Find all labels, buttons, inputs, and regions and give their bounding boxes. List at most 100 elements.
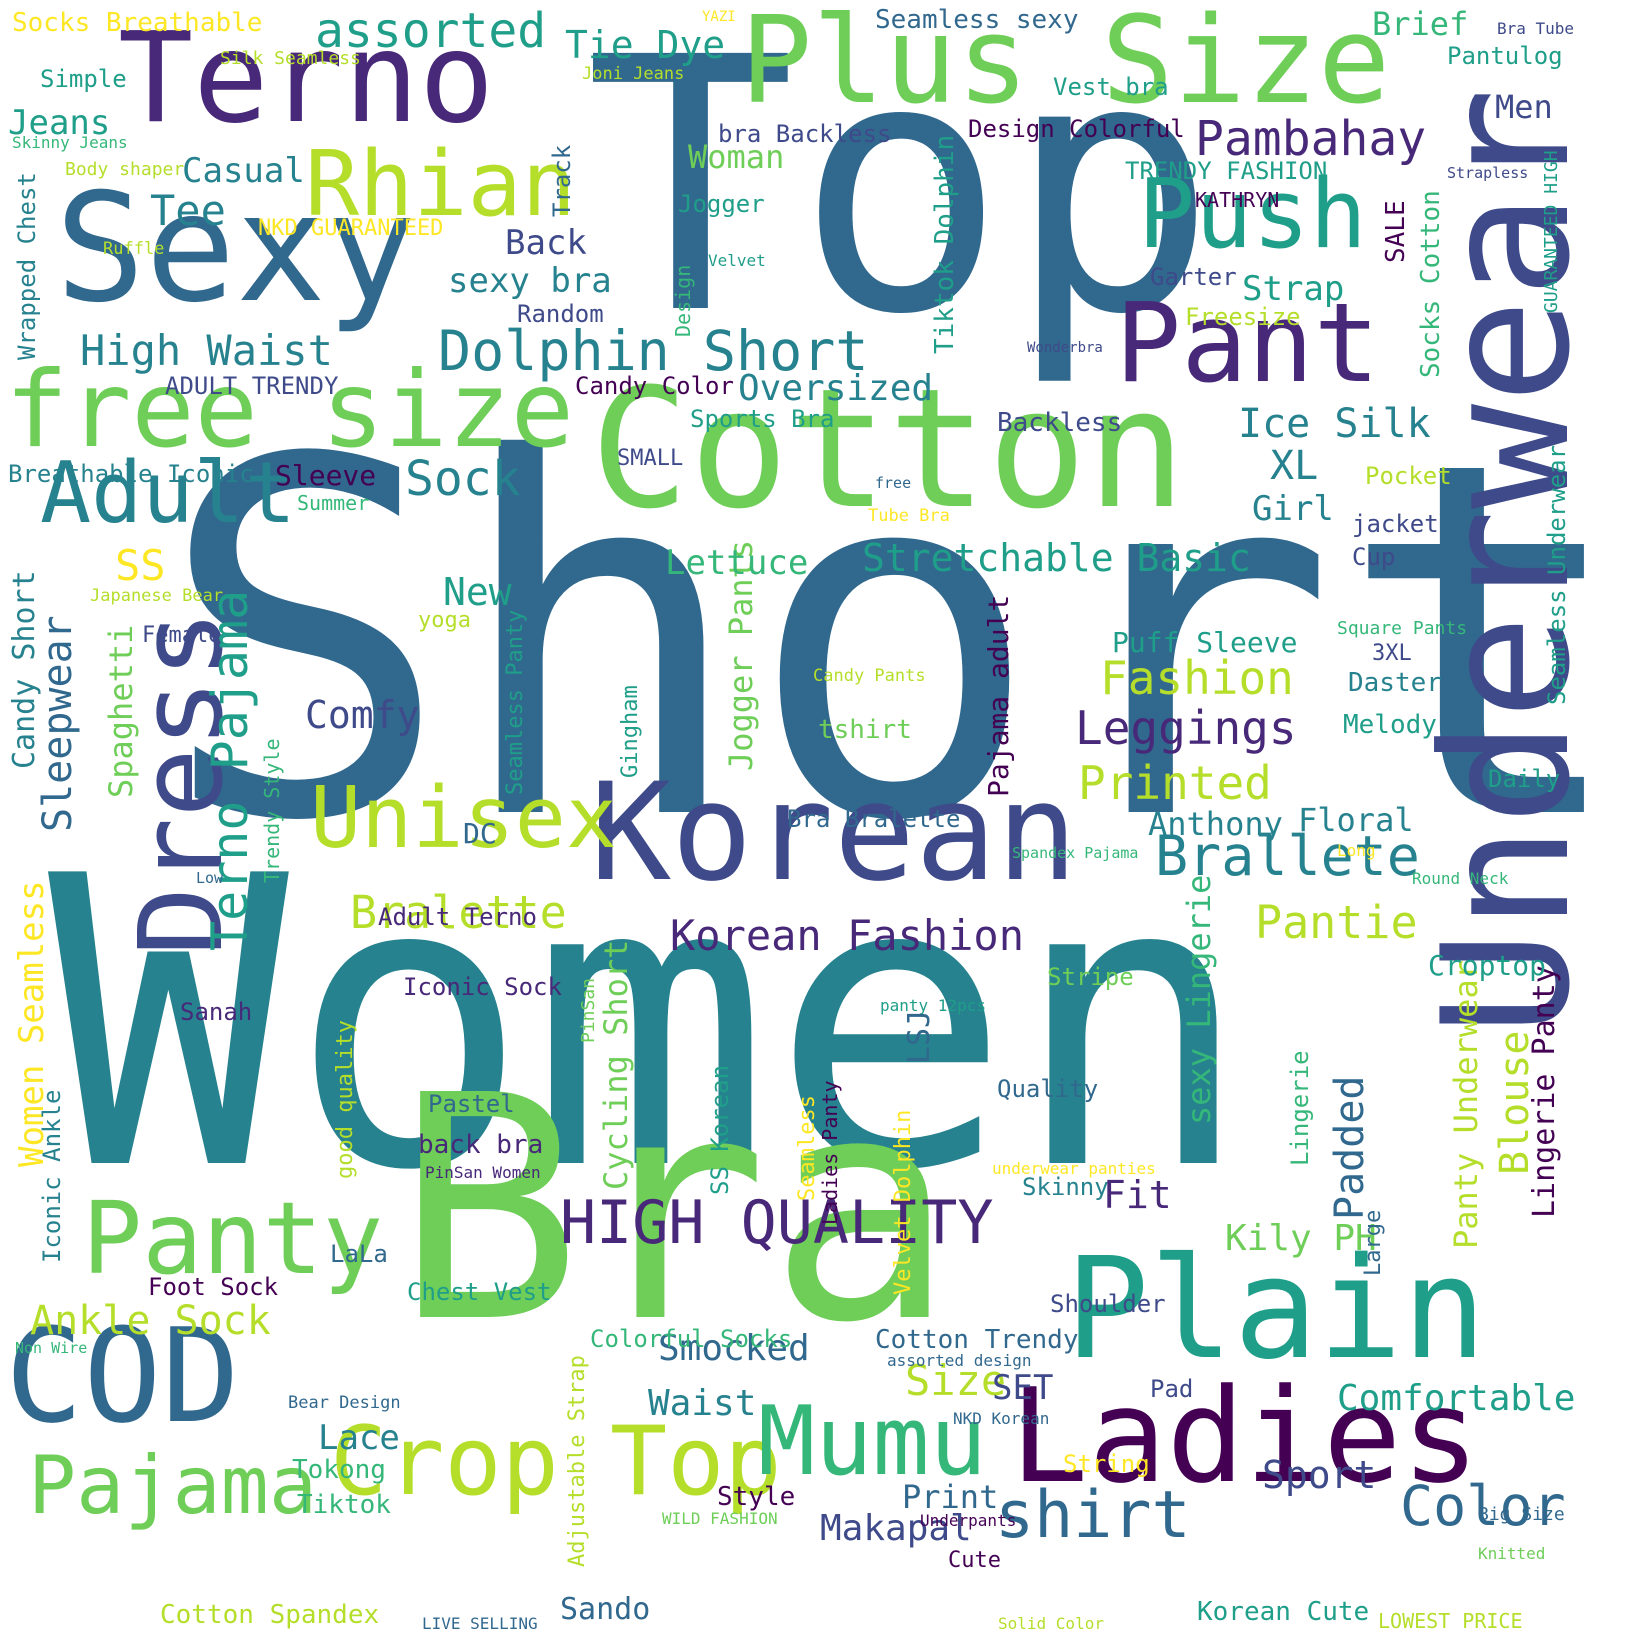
word: COD xyxy=(5,1299,240,1452)
word: LSJ xyxy=(902,1009,937,1064)
word: bra Backless xyxy=(718,120,892,149)
word: underwear panties xyxy=(992,1159,1156,1179)
word: Sports Bra xyxy=(690,405,835,434)
word: jacket xyxy=(1352,510,1439,539)
word: Tokong xyxy=(292,1455,386,1486)
word: Sock xyxy=(405,450,521,507)
word: Ice Silk xyxy=(1238,400,1431,447)
word: SMALL xyxy=(617,445,684,471)
word: Strap xyxy=(1242,269,1345,310)
word: Bra xyxy=(395,1029,955,1391)
word: Lace xyxy=(318,1418,400,1459)
word: Sexy xyxy=(55,161,417,336)
word: New xyxy=(443,569,512,614)
word: Seamless Panty xyxy=(503,609,528,795)
word: Cycling Short xyxy=(597,939,635,1190)
word: Pantie xyxy=(1255,896,1418,950)
word: Body shaper xyxy=(65,159,185,181)
word: Velvet xyxy=(708,251,766,271)
word: Summer xyxy=(297,490,370,515)
word: Terno xyxy=(118,6,495,152)
word: Korean xyxy=(590,754,1078,912)
word: Candy Color xyxy=(575,372,734,401)
word: XL xyxy=(1270,442,1319,489)
word: Cup xyxy=(1352,543,1396,572)
word: Panty xyxy=(82,1180,384,1297)
word: Tiktok Dolphin xyxy=(930,134,960,354)
word: Panty Underwear xyxy=(1447,960,1485,1249)
word: Size xyxy=(905,1356,1007,1406)
word: Daster xyxy=(1348,668,1442,699)
word: back bra xyxy=(418,1130,544,1161)
word: Makapal xyxy=(820,1508,972,1550)
word: Candy Pants xyxy=(813,666,926,687)
word: Jeans xyxy=(8,103,111,144)
word: assorted design xyxy=(887,1351,1032,1371)
word: Comfy xyxy=(305,692,420,737)
word: SS xyxy=(115,541,166,591)
word: Tube Bra xyxy=(868,506,950,527)
word: Top xyxy=(585,0,1218,391)
word: Unisex xyxy=(310,768,618,868)
word: Cotton Trendy xyxy=(875,1325,1079,1356)
word: Top xyxy=(610,1406,782,1517)
word: Pambahay xyxy=(1195,110,1427,167)
word: LOWEST PRICE xyxy=(1378,1608,1523,1633)
word: Kily PH xyxy=(1225,1218,1377,1260)
word: Design Colorful xyxy=(968,115,1185,144)
word: Quality xyxy=(997,1075,1099,1104)
word: free size xyxy=(5,349,574,472)
word: Trendy Style xyxy=(260,738,284,884)
word: Lingerie xyxy=(1286,1050,1314,1166)
word: DC xyxy=(463,816,497,850)
word: Skinny xyxy=(1022,1173,1109,1202)
word: Korean Cute xyxy=(1197,1597,1370,1628)
word: Ladies xyxy=(1010,1359,1480,1512)
word: sexy Lingerie xyxy=(1180,874,1218,1125)
word: Big Size xyxy=(1478,1504,1565,1526)
word: Pad xyxy=(1150,1375,1194,1404)
word: Spaghetti xyxy=(102,624,140,798)
word: Vest bra xyxy=(1053,73,1169,102)
word: Backless xyxy=(997,408,1123,439)
word: Lettuce xyxy=(665,543,809,584)
word: Bra Tube xyxy=(1497,19,1575,39)
word: Female xyxy=(142,622,222,648)
word: Plain xyxy=(1065,1227,1487,1391)
word: TRENDY FASHION xyxy=(1125,157,1328,186)
word: Short xyxy=(156,357,1632,929)
word: Waist xyxy=(648,1383,757,1425)
word: Stretchable Basic xyxy=(862,535,1251,580)
word: Plus Size xyxy=(740,0,1391,131)
word: Sport xyxy=(1262,1452,1377,1497)
word: PinSan xyxy=(578,977,599,1043)
word: Cotton xyxy=(590,352,1187,545)
word: Puff Sleeve xyxy=(1112,625,1298,659)
word: Pajama adult xyxy=(982,594,1015,797)
word: Iconic Ankle xyxy=(38,1089,66,1263)
word: Croptop xyxy=(1428,948,1547,982)
word: Floral xyxy=(1298,801,1414,840)
word: Underpants xyxy=(920,1511,1017,1531)
word: free xyxy=(875,474,912,493)
word: Simple xyxy=(40,65,127,94)
word: Wonderbra xyxy=(1027,340,1103,357)
word: good quality xyxy=(333,1020,358,1179)
word: HIGH QUALITY xyxy=(560,1188,994,1259)
word: Casual xyxy=(182,151,305,192)
word: High Waist xyxy=(80,326,333,376)
word: Color xyxy=(1400,1473,1566,1538)
word: Adjustable Strap xyxy=(565,1355,590,1567)
word: Men xyxy=(1495,88,1553,127)
word: Leggings xyxy=(1075,700,1297,755)
word: SALE xyxy=(1381,200,1411,263)
word: Brallete xyxy=(1155,823,1420,888)
word: Velvet Dolphin xyxy=(891,1109,916,1295)
word: Woman xyxy=(688,138,785,177)
word: Women xyxy=(48,793,1253,1258)
word: Daily xyxy=(1488,765,1561,794)
word: Low xyxy=(196,869,224,888)
word: Track xyxy=(548,144,576,217)
word: Sanah xyxy=(180,998,253,1027)
